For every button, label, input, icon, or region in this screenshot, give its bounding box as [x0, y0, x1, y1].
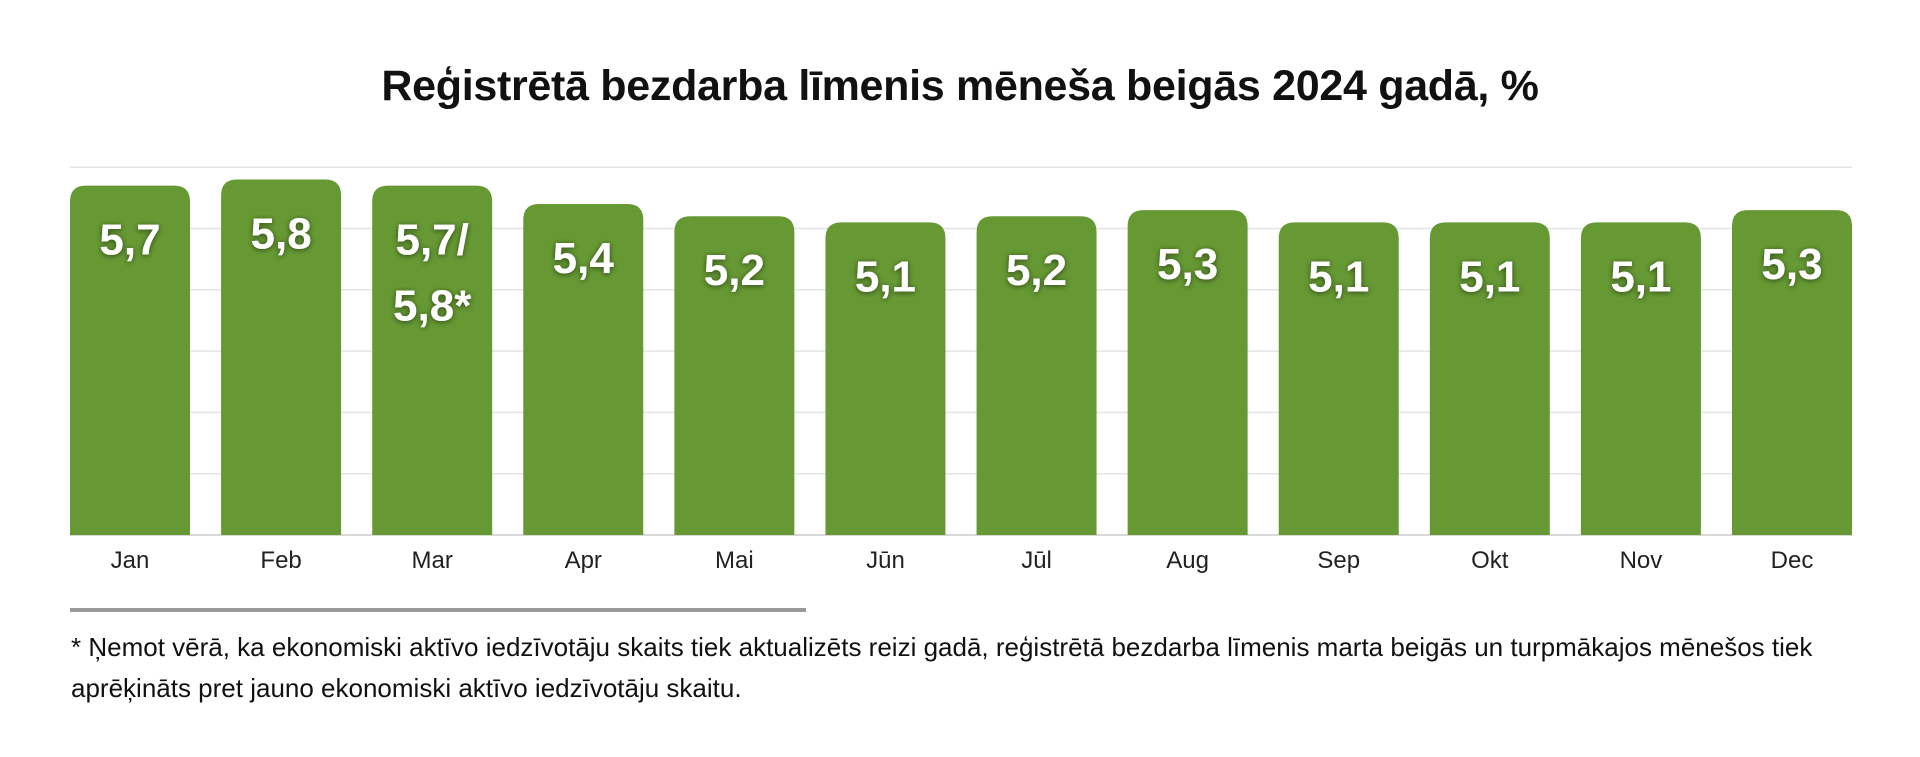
bar-apr [523, 203, 644, 536]
x-tick-mai: Mai [715, 547, 754, 574]
bar-jūl [976, 216, 1097, 536]
x-tick-okt: Okt [1471, 547, 1509, 574]
bar-feb [221, 179, 342, 535]
data-label-jan: 5,7 [99, 216, 160, 265]
x-tick-dec: Dec [1771, 547, 1814, 574]
x-tick-jan: Jan [111, 547, 150, 574]
x-tick-sep: Sep [1317, 547, 1360, 574]
bar-aug [1127, 210, 1248, 536]
data-label-feb: 5,8 [251, 209, 312, 258]
bar-chart: 5,7 5,8 5,7/5,8* 5,4 5,2 5,1 5,2 5,3 5,1 5,1 5,1 5,… [70, 166, 1852, 574]
bar-nov [1580, 222, 1701, 535]
bars [70, 179, 1852, 536]
footnote-divider [70, 608, 806, 612]
footnote: * Ņemot vērā, ka ekonomiski aktīvo iedzī… [71, 632, 1813, 703]
data-label-jūn: 5,1 [855, 252, 916, 301]
bar-dec [1732, 210, 1852, 536]
data-label-jūl: 5,2 [1006, 246, 1067, 295]
x-tick-nov: Nov [1620, 547, 1663, 574]
bar-mar [372, 185, 493, 535]
data-label-mai: 5,2 [704, 246, 765, 295]
data-label-sep: 5,1 [1308, 252, 1369, 301]
data-label-okt: 5,1 [1459, 252, 1520, 301]
bar-jan [70, 185, 190, 535]
x-tick-aug: Aug [1166, 547, 1209, 574]
data-label-mar: 5,8* [393, 282, 472, 331]
chart-title: Reģistrētā bezdarba līmenis mēneša beigā… [381, 62, 1539, 110]
x-axis-ticks: Jan Feb Mar Apr Mai Jūn Jūl Aug Sep Okt Nov Dec [111, 547, 1814, 574]
bar-mai [674, 216, 795, 536]
x-tick-apr: Apr [565, 547, 602, 574]
data-labels: 5,7 5,8 5,7/5,8* 5,4 5,2 5,1 5,2 5,3 5,1 5,1 5,1 5,… [99, 209, 1822, 330]
data-label-aug: 5,3 [1157, 240, 1218, 289]
data-label-mar: 5,7/ [395, 216, 468, 265]
x-tick-jūn: Jūn [866, 547, 905, 574]
bar-jūn [825, 222, 946, 535]
x-tick-jūl: Jūl [1021, 547, 1052, 574]
x-tick-mar: Mar [412, 547, 453, 574]
bar-okt [1429, 222, 1550, 535]
grid-lines [70, 166, 1852, 536]
data-label-dec: 5,3 [1761, 240, 1822, 289]
data-label-nov: 5,1 [1610, 252, 1671, 301]
x-tick-feb: Feb [260, 547, 301, 574]
bar-sep [1278, 222, 1399, 535]
data-label-apr: 5,4 [553, 234, 615, 283]
